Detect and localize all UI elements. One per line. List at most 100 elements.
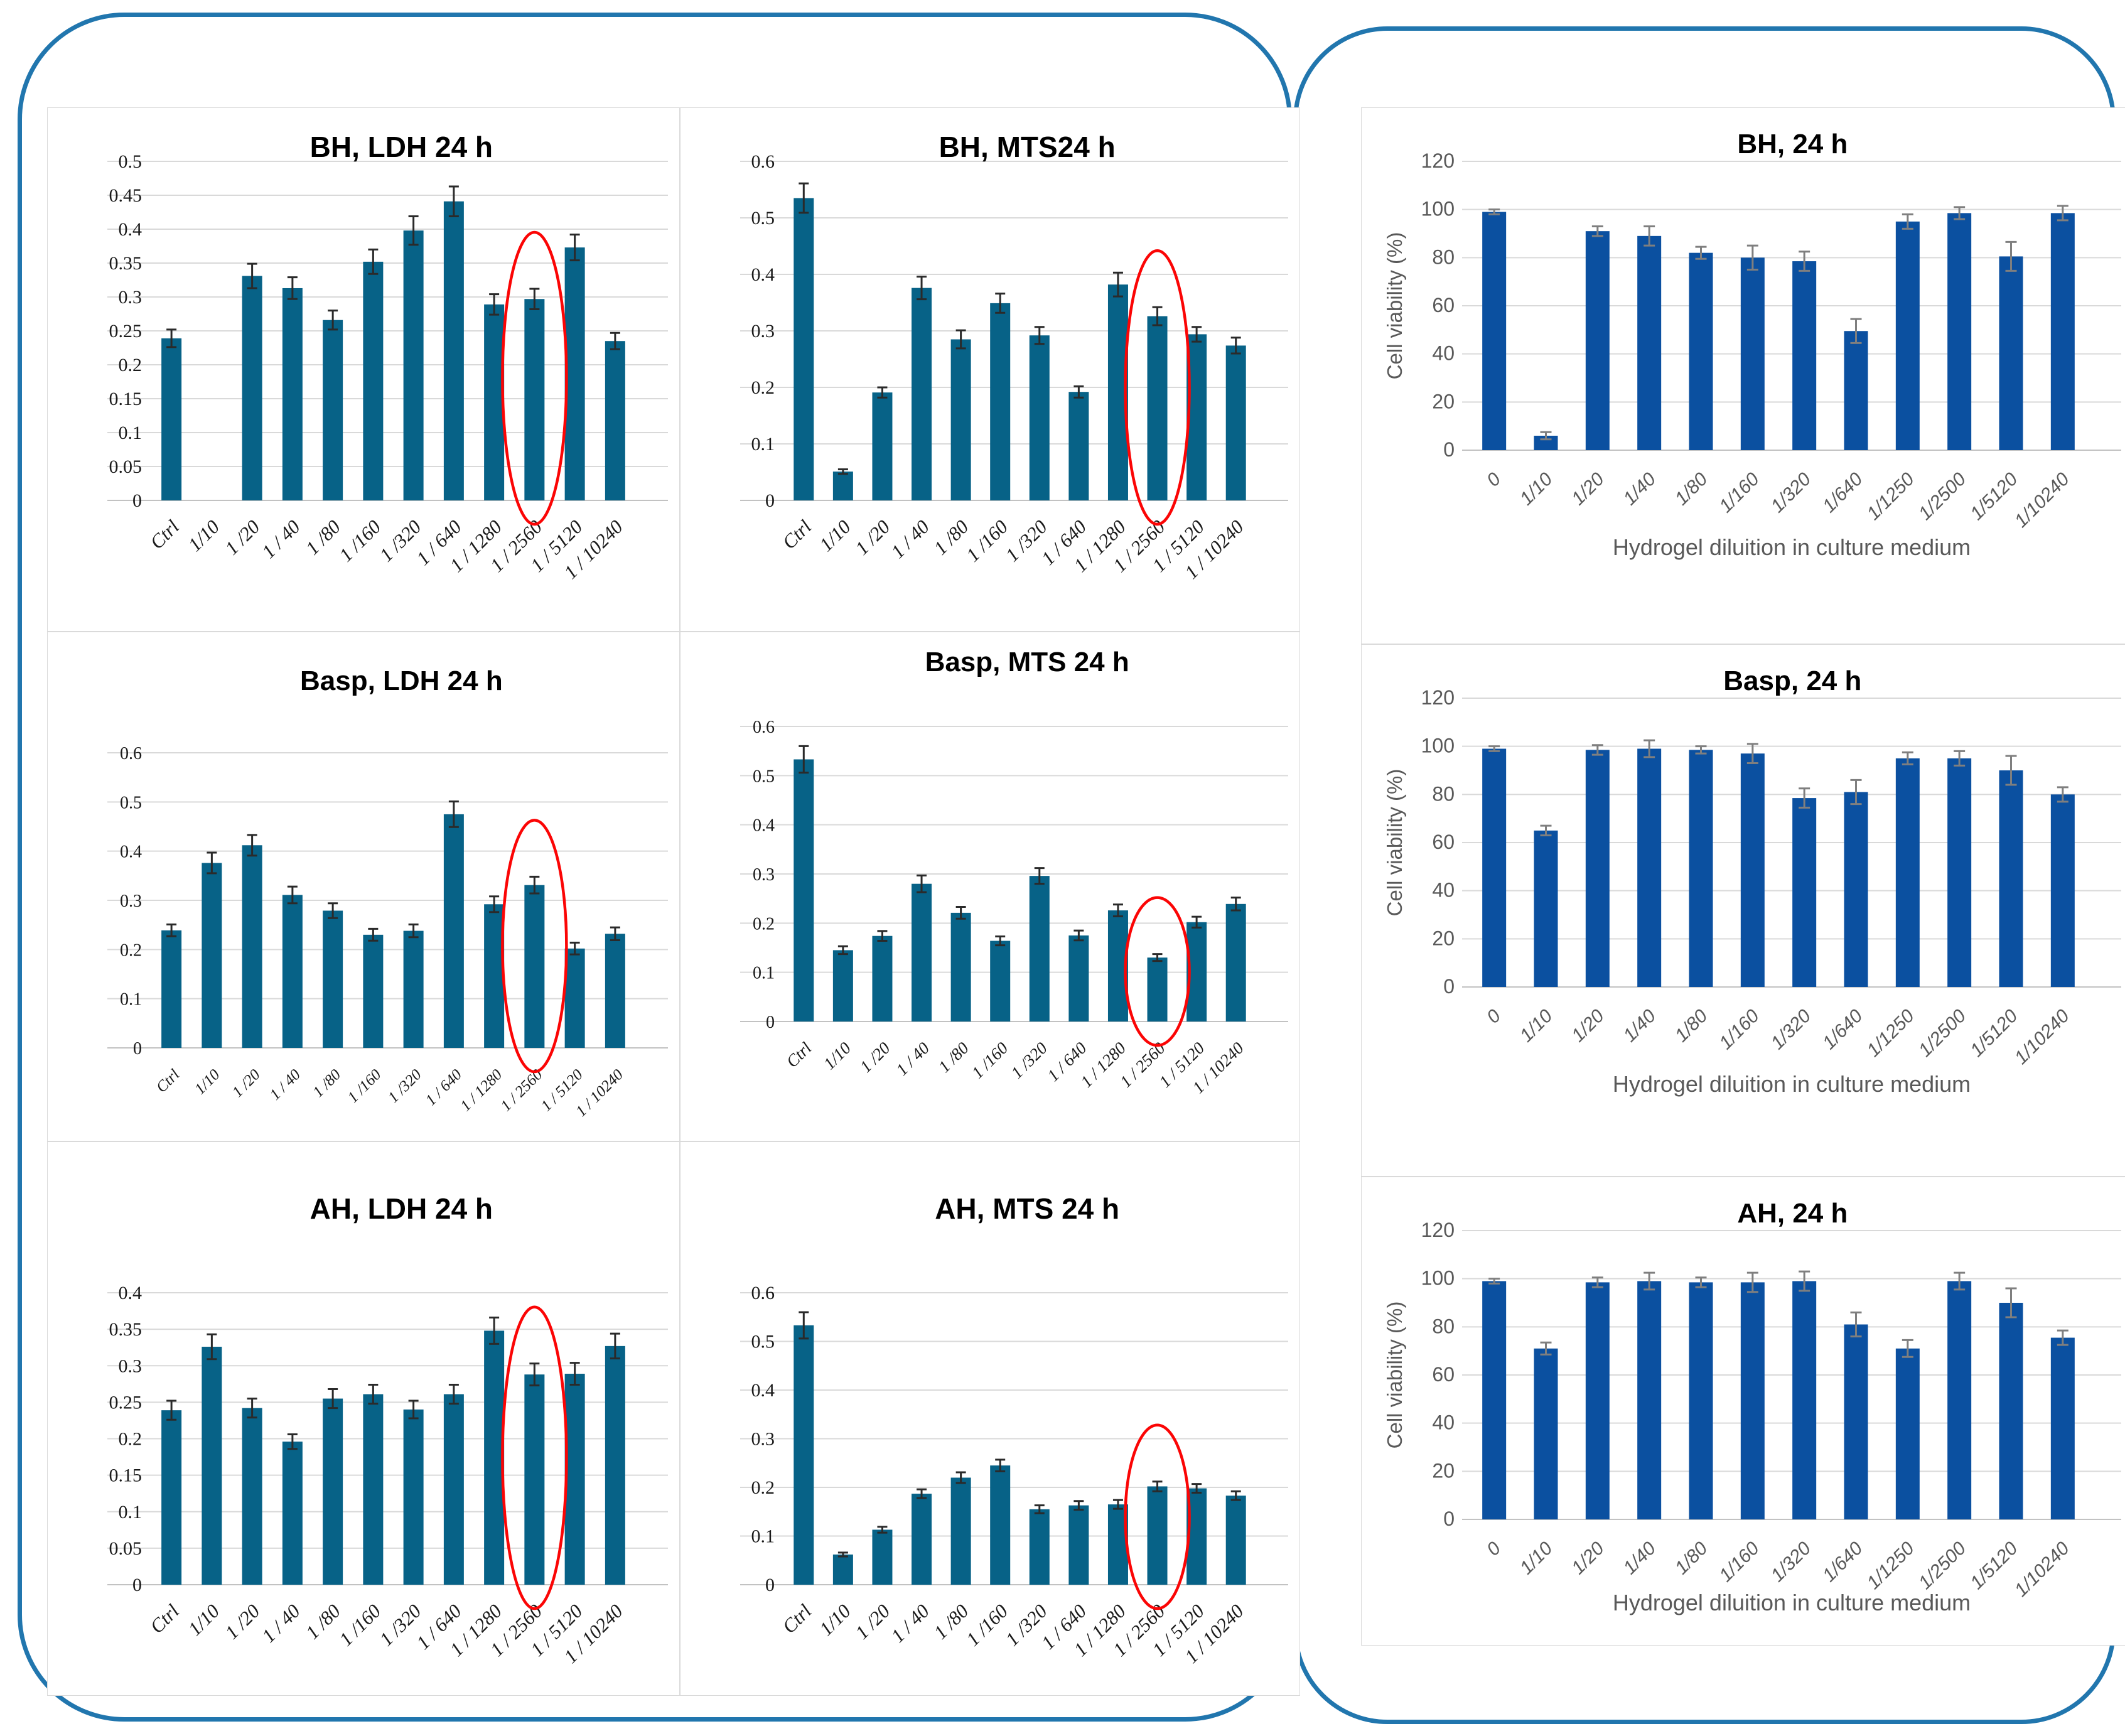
x-category-label: 1 /80	[935, 1038, 972, 1076]
chart-title: Basp, MTS 24 h	[925, 647, 1129, 677]
x-category-label: 1 /160	[335, 515, 385, 566]
chart-bh-ldh-24h: 0 0.05 0.1 0.15 0.2 0.25 0.3 0.35 0.4 0.45 0.5 Ctrl…	[47, 107, 680, 632]
error-bar	[917, 1488, 927, 1499]
bar	[443, 201, 464, 500]
error-bar	[1112, 1499, 1123, 1510]
bar	[403, 230, 424, 500]
bar	[1534, 830, 1558, 987]
y-tick-label: 0	[766, 1013, 775, 1032]
x-category-label: Ctrl	[146, 515, 183, 553]
chart-title: Basp, 24 h	[1723, 666, 1861, 696]
x-category-label: 1/20	[1568, 468, 1608, 509]
y-tick-label: 0.2	[119, 355, 143, 375]
y-tick-label: 0.4	[751, 264, 775, 285]
x-category-label: 1/2500	[1915, 468, 1970, 524]
chart-bh-mts-24h: 0 0.1 0.2 0.3 0.4 0.5 0.6 Ctrl 1/10 1 /20 1 / 40 1 …	[680, 107, 1300, 632]
y-axis-title: Cell viability (%)	[1383, 232, 1406, 380]
basp-24h-chart-svg: 0 20 40 60 80 100 120 0 1/10 1/20 1/40 1/80 1/160 1/3…	[1383, 666, 2121, 1097]
error-bar	[877, 386, 888, 399]
bar	[242, 845, 262, 1048]
error-bar	[569, 941, 580, 956]
error-bar	[2057, 786, 2069, 803]
error-bar	[569, 1362, 580, 1386]
bar	[484, 1330, 505, 1585]
x-category-label: 1/320	[1767, 1538, 1816, 1586]
y-tick-label: 0.2	[119, 1429, 143, 1450]
error-bar	[1799, 787, 1810, 809]
bar	[1999, 1303, 2023, 1519]
x-category-label: 1 / 2560	[498, 1066, 546, 1114]
error-bar	[799, 1311, 809, 1340]
y-axis-tick-labels: 0 0.1 0.2 0.3 0.4 0.5 0.6	[751, 151, 775, 511]
y-tick-label: 40	[1432, 342, 1455, 365]
bar	[363, 1394, 384, 1585]
y-tick-label: 0.3	[119, 1356, 143, 1376]
error-bar	[1034, 1504, 1045, 1514]
chart-title: BH, MTS24 h	[939, 131, 1116, 163]
bar	[282, 895, 303, 1048]
y-tick-label: 0	[132, 1575, 142, 1595]
error-bar	[207, 1333, 217, 1361]
x-category-label: 1 /160	[345, 1066, 385, 1106]
y-tick-label: 0.3	[753, 865, 775, 885]
bar	[443, 1394, 464, 1585]
y-tick-label: 0.25	[109, 1392, 143, 1413]
y-axis-title: Cell viability (%)	[1383, 769, 1406, 917]
y-tick-label: 0.4	[119, 1283, 143, 1303]
chart-title: BH, 24 h	[1737, 129, 1848, 159]
error-bar	[1192, 1483, 1202, 1494]
x-axis-labels: 0 1/10 1/20 1/40 1/80 1/160 1/320 1/6401/12501/…	[1483, 468, 2074, 531]
bar	[323, 1398, 343, 1585]
y-tick-label: 20	[1432, 390, 1455, 412]
x-category-label: 1/80	[1671, 468, 1712, 509]
error-bar	[287, 1433, 298, 1450]
y-tick-label: 60	[1432, 294, 1455, 316]
error-bar	[408, 1399, 419, 1420]
error-bar	[489, 895, 500, 914]
x-category-label: 1 /20	[220, 515, 264, 559]
bar	[912, 288, 932, 500]
y-axis-tick-labels: 0 20 40 60 80 100 120	[1421, 149, 1455, 461]
bar	[1482, 1281, 1507, 1519]
bar	[1844, 1324, 1868, 1519]
x-category-label: 1 / 40	[886, 1600, 933, 1647]
x-category-label: 1/10	[1516, 468, 1557, 509]
y-tick-label: 0.4	[751, 1380, 775, 1401]
error-bar	[610, 1332, 620, 1360]
y-tick-label: 120	[1421, 149, 1455, 172]
error-bar	[1799, 251, 1810, 272]
bar	[1225, 903, 1246, 1022]
error-bar	[247, 262, 257, 289]
error-bar	[1850, 318, 1862, 344]
y-axis-tick-labels: 0 0.1 0.2 0.3 0.4 0.5 0.6	[751, 1283, 775, 1595]
chart-basp-mts-24h: 0 0.1 0.2 0.3 0.4 0.5 0.6 Ctrl 1/10 1 /20 1 / 40 1 …	[680, 632, 1300, 1141]
bars-group	[161, 185, 625, 500]
bar	[564, 1374, 585, 1585]
bar	[1844, 792, 1868, 987]
error-bar	[1034, 867, 1045, 885]
bar	[2050, 794, 2075, 987]
error-bar	[1540, 431, 1552, 441]
highlight-ellipse	[1124, 1423, 1191, 1610]
bh-24h-chart-svg: 0 20 40 60 80 100 120 0 1/10 1/20 1/40 1/80 1/160 1/3…	[1383, 129, 2121, 560]
x-category-label: 1/2500	[1915, 1538, 1970, 1593]
error-bar	[1112, 903, 1123, 917]
bar	[282, 288, 303, 500]
y-tick-label: 40	[1432, 1411, 1455, 1434]
x-category-label: 1/10240	[2011, 1005, 2074, 1068]
y-axis-tick-labels: 0 0.05 0.1 0.15 0.2 0.25 0.3 0.35 0.4	[109, 1283, 143, 1595]
x-category-label: 1 /20	[851, 515, 895, 559]
y-tick-label: 0.25	[109, 321, 143, 342]
y-tick-label: 100	[1421, 735, 1455, 757]
chart-title: AH, LDH 24 h	[310, 1192, 493, 1225]
y-tick-label: 40	[1432, 879, 1455, 902]
y-tick-label: 0.6	[120, 744, 142, 763]
bar	[1585, 231, 1610, 450]
bar	[912, 883, 932, 1022]
y-tick-label: 0.3	[120, 892, 142, 911]
